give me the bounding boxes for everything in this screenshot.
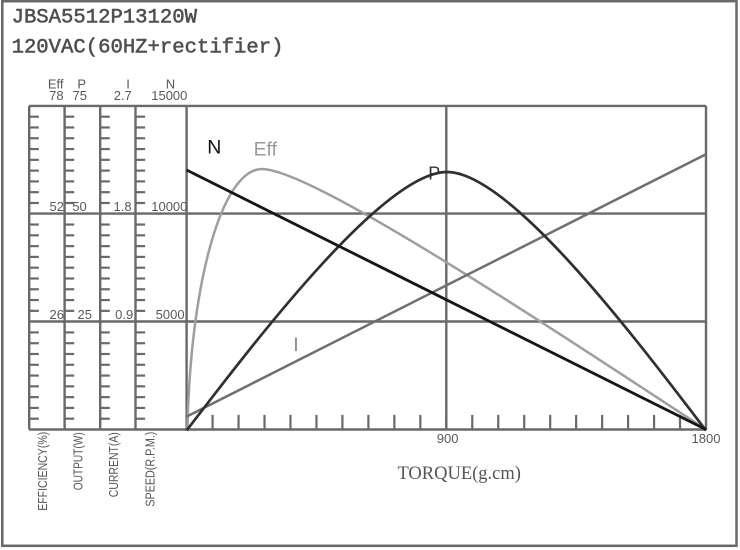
svg-text:JBSA5512P13120W: JBSA5512P13120W [12, 6, 198, 29]
svg-text:900: 900 [437, 431, 459, 446]
svg-text:CURRENT(A): CURRENT(A) [106, 432, 121, 497]
svg-text:N: N [207, 137, 221, 159]
svg-text:10000: 10000 [151, 199, 187, 214]
svg-text:Eff: Eff [48, 77, 64, 92]
svg-text:OUTPUT(W): OUTPUT(W) [70, 432, 85, 490]
svg-text:26: 26 [50, 307, 64, 322]
svg-text:120VAC(60HZ+rectifier): 120VAC(60HZ+rectifier) [12, 37, 284, 60]
svg-text:5000: 5000 [156, 307, 185, 322]
svg-text:1800: 1800 [692, 431, 721, 446]
svg-text:I: I [293, 334, 298, 356]
svg-text:78: 78 [49, 88, 63, 103]
svg-text:SPEED(R.P.M.): SPEED(R.P.M.) [143, 432, 158, 507]
svg-text:75: 75 [73, 88, 87, 103]
svg-text:15000: 15000 [151, 88, 187, 103]
svg-text:Eff: Eff [254, 139, 278, 161]
svg-text:P: P [428, 163, 440, 183]
svg-text:2.7: 2.7 [114, 88, 132, 103]
svg-text:52: 52 [50, 199, 64, 214]
svg-text:50: 50 [72, 199, 86, 214]
svg-text:1.8: 1.8 [114, 199, 132, 214]
svg-text:0.9: 0.9 [115, 307, 133, 322]
svg-text:EFFICIENCY(%): EFFICIENCY(%) [35, 432, 50, 511]
svg-text:I: I [126, 77, 130, 92]
svg-text:N: N [166, 77, 175, 92]
svg-text:TORQUE(g.cm): TORQUE(g.cm) [397, 464, 520, 484]
svg-text:25: 25 [78, 307, 92, 322]
svg-text:P: P [77, 77, 86, 92]
